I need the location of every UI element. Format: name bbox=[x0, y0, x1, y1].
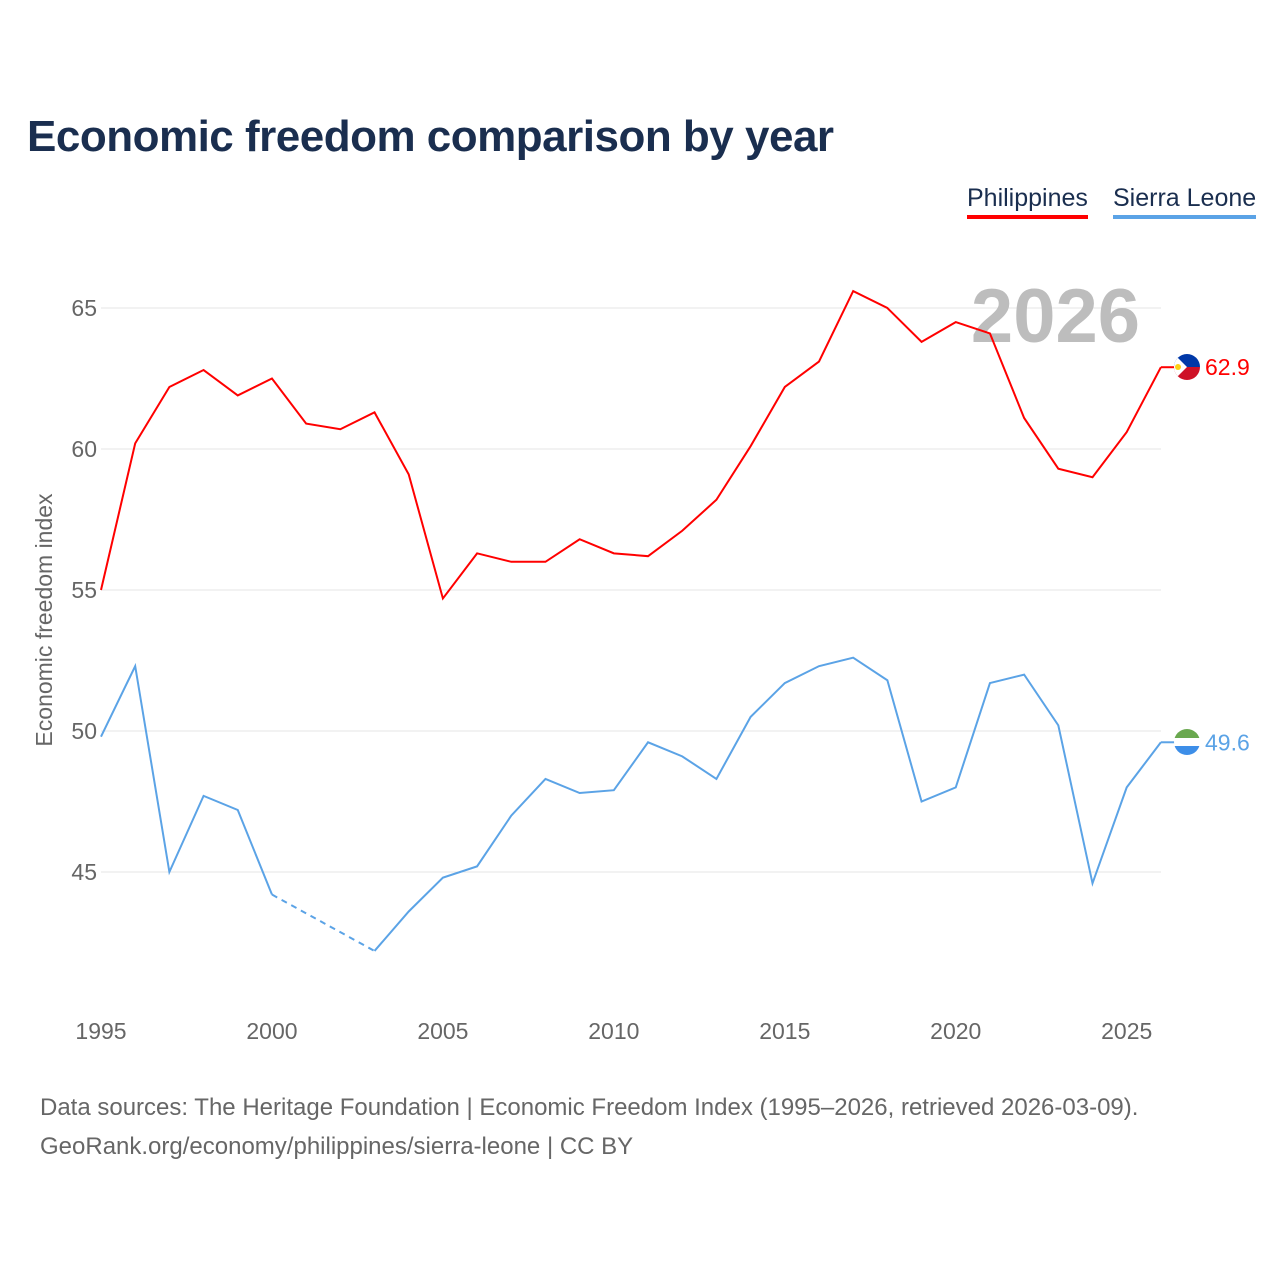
source-line-1: Data sources: The Heritage Foundation | … bbox=[40, 1094, 1139, 1121]
sierra-leone-line bbox=[100, 662, 273, 895]
sierra-leone-gap-line bbox=[271, 893, 376, 952]
philippines-line bbox=[100, 289, 1162, 601]
sierra-leone-end-label: 49.6 bbox=[1205, 729, 1250, 755]
y-axis-label: Economic freedom index bbox=[31, 493, 57, 747]
x-tick-label: 2010 bbox=[588, 1018, 639, 1044]
y-tick-label: 45 bbox=[71, 859, 97, 885]
x-tick-label: 1995 bbox=[75, 1018, 126, 1044]
philippines-end-label: 62.9 bbox=[1205, 354, 1250, 380]
legend-philippines[interactable]: Philippines bbox=[967, 184, 1088, 219]
year-watermark: 2026 bbox=[971, 274, 1140, 359]
x-tick-label: 2015 bbox=[759, 1018, 810, 1044]
y-tick-label: 55 bbox=[71, 577, 97, 603]
legend-sierra-leone[interactable]: Sierra Leone bbox=[1113, 184, 1257, 219]
y-tick-label: 50 bbox=[71, 718, 97, 744]
sierra-leone-line bbox=[373, 656, 1162, 952]
y-tick-label: 60 bbox=[71, 436, 97, 462]
sierra-leone-flag-icon bbox=[1174, 729, 1200, 755]
philippines-flag-icon bbox=[1174, 354, 1200, 380]
x-tick-label: 2020 bbox=[930, 1018, 981, 1044]
y-tick-label: 65 bbox=[71, 295, 97, 321]
source-line-2[interactable]: GeoRank.org/economy/philippines/sierra-l… bbox=[40, 1133, 634, 1160]
source-note: Data sources: The Heritage Foundation | … bbox=[40, 1088, 1138, 1166]
chart-title: Economic freedom comparison by year bbox=[27, 112, 834, 161]
x-tick-label: 2005 bbox=[417, 1018, 468, 1044]
x-tick-label: 2000 bbox=[246, 1018, 297, 1044]
x-tick-label: 2025 bbox=[1101, 1018, 1152, 1044]
